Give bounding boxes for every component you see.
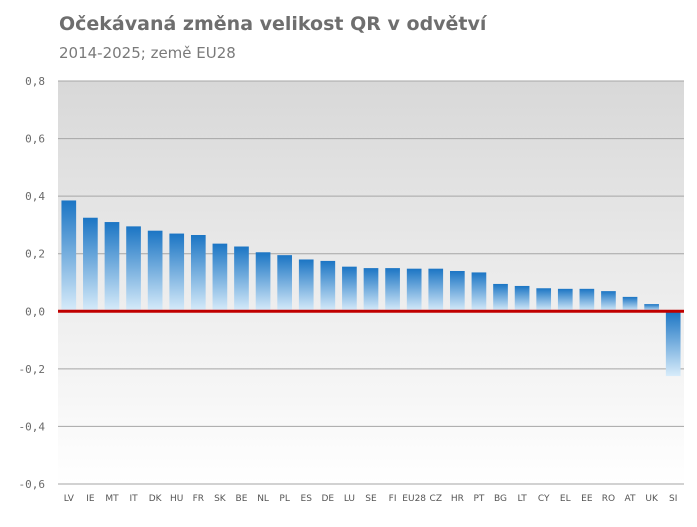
bar-be — [234, 246, 249, 312]
bar-uk — [644, 304, 659, 312]
x-tick-label: AT — [625, 494, 636, 504]
y-tick-label: 0,0 — [25, 305, 45, 318]
bar-ee — [579, 288, 595, 312]
x-tick-label: CY — [538, 494, 550, 504]
bar-se — [363, 268, 379, 312]
x-tick-label: BE — [236, 494, 248, 504]
bar-hu — [169, 233, 185, 312]
bar-lu — [342, 266, 357, 312]
bar-es — [298, 259, 314, 312]
bar-fi — [385, 268, 400, 312]
y-tick-label: -0,2 — [19, 363, 46, 376]
bar-lt — [514, 285, 530, 312]
bar-mt — [104, 222, 120, 312]
bars — [61, 200, 681, 377]
bar-at — [622, 296, 638, 312]
x-tick-label: MT — [105, 494, 119, 504]
y-tick-label: 0,6 — [25, 133, 45, 146]
bar-eu28 — [406, 268, 422, 312]
x-tick-label: RO — [602, 494, 615, 504]
gridlines — [58, 80, 684, 485]
y-tick-label: -0,6 — [19, 478, 46, 491]
x-tick-label: EL — [560, 494, 571, 504]
bar-ie — [83, 217, 98, 312]
bar-hr — [450, 270, 465, 312]
x-tick-label: HR — [451, 494, 464, 504]
x-tick-label: FR — [193, 494, 204, 504]
bar-ro — [601, 291, 616, 312]
bar-sk — [212, 243, 228, 312]
bar-pt — [471, 272, 487, 312]
bar-cz — [428, 268, 444, 312]
bar-bg — [493, 283, 508, 312]
bar-nl — [255, 252, 271, 312]
x-tick-label: HU — [170, 494, 183, 504]
x-tick-label: ES — [301, 494, 313, 504]
y-axis: 0,8 0,6 0,4 0,2 0,0 -0,2 -0,4 -0,6 — [19, 75, 46, 491]
x-tick-label: NL — [257, 494, 269, 504]
bar-de — [320, 260, 336, 312]
bar-pl — [277, 255, 292, 312]
y-tick-label: -0,4 — [19, 420, 46, 433]
x-tick-label: LU — [344, 494, 355, 504]
bar-el — [557, 288, 573, 312]
bar-cy — [536, 288, 552, 312]
x-tick-label: EE — [581, 494, 593, 504]
x-tick-label: FI — [389, 494, 397, 504]
x-tick-label: IE — [86, 494, 95, 504]
bar-fr — [190, 235, 206, 312]
x-tick-label: UK — [645, 494, 659, 504]
x-tick-label: LT — [517, 494, 527, 504]
y-tick-label: 0,2 — [25, 248, 45, 261]
x-tick-label: LV — [64, 494, 75, 504]
x-tick-label: SK — [214, 494, 227, 504]
bar-lv — [61, 200, 77, 312]
bar-it — [126, 226, 141, 312]
chart-subtitle: 2014-2025; země EU28 — [59, 44, 236, 62]
x-tick-label: PT — [473, 494, 484, 504]
chart-title: Očekávaná změna velikost QR v odvětví — [59, 13, 487, 35]
y-tick-label: 0,8 — [25, 75, 45, 88]
x-tick-label: DE — [322, 494, 335, 504]
x-tick-label: SI — [669, 494, 677, 504]
y-tick-label: 0,4 — [25, 190, 45, 203]
x-axis: LV IE MT IT DK HU FR SK BE NL PL ES DE LU SE FI EU28 CZ HR… — [64, 494, 678, 504]
x-tick-label: SE — [365, 494, 377, 504]
bar-si — [665, 311, 681, 377]
x-tick-label: BG — [494, 494, 507, 504]
bar-dk — [147, 230, 163, 312]
x-tick-label: DK — [149, 494, 163, 504]
x-tick-label: PL — [279, 494, 289, 504]
x-tick-label: EU28 — [402, 494, 426, 504]
x-tick-label: CZ — [430, 494, 442, 504]
x-tick-label: IT — [129, 494, 138, 504]
